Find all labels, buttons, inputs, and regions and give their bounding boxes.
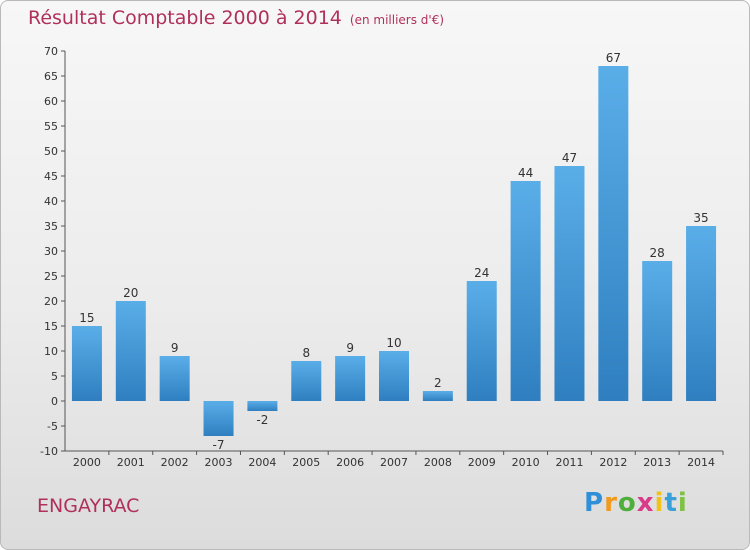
- x-tick-label-2000: 2000: [73, 456, 101, 469]
- bar-2010: [510, 181, 541, 401]
- y-tick-label: 30: [44, 245, 58, 258]
- data-label-2006: 9: [346, 341, 354, 355]
- x-tick-label-2013: 2013: [643, 456, 671, 469]
- chart-title: Résultat Comptable 2000 à 2014 (en millie…: [28, 7, 444, 29]
- data-label-2004: -2: [256, 413, 268, 427]
- x-tick-label-2011: 2011: [555, 456, 583, 469]
- logo-letter: t: [664, 488, 678, 518]
- proxiti-logo: Proxiti: [584, 488, 688, 518]
- y-tick-label: 65: [44, 70, 58, 83]
- logo-letter: i: [654, 488, 665, 518]
- y-tick-label: 40: [44, 195, 58, 208]
- logo-letter: P: [584, 488, 605, 518]
- title-text: Résultat Comptable 2000 à 2014: [28, 7, 342, 29]
- x-tick-label-2010: 2010: [512, 456, 540, 469]
- chart-bars: [71, 66, 717, 436]
- data-label-2011: 47: [562, 151, 577, 165]
- logo-letter: x: [636, 488, 655, 518]
- x-tick-label-2001: 2001: [117, 456, 145, 469]
- bar-2008: [422, 391, 453, 401]
- y-tick-label: 50: [44, 145, 58, 158]
- x-tick-label-2002: 2002: [161, 456, 189, 469]
- chart-data-labels: 15 20 9 -7 -2 8 9 10 2 24 44 47 67 28 35: [79, 51, 708, 452]
- x-tick-label-2007: 2007: [380, 456, 408, 469]
- data-label-2001: 20: [123, 286, 138, 300]
- y-tick-label: 55: [44, 120, 58, 133]
- subtitle-text: (en milliers d'€): [349, 13, 445, 27]
- bar-2007: [379, 351, 409, 401]
- bar-2004: [247, 401, 278, 411]
- bar-2000: [71, 326, 102, 401]
- y-tick-label: 10: [44, 345, 58, 358]
- data-label-2009: 24: [474, 266, 489, 280]
- bar-2003: [203, 401, 234, 436]
- bar-2002: [159, 356, 190, 401]
- y-tick-label: -5: [47, 420, 58, 433]
- data-label-2005: 8: [302, 346, 310, 360]
- y-tick-label: 20: [44, 295, 58, 308]
- x-tick-label-2009: 2009: [468, 456, 496, 469]
- y-tick-label: 5: [51, 370, 58, 383]
- y-tick-label: 25: [44, 270, 58, 283]
- y-tick-label: -10: [40, 445, 58, 458]
- y-tick-label: 45: [44, 170, 58, 183]
- logo-letter: i: [677, 488, 688, 518]
- y-tick-label: 0: [51, 395, 58, 408]
- x-tick-label-2008: 2008: [424, 456, 452, 469]
- data-label-2012: 67: [606, 51, 621, 65]
- x-tick-label-2014: 2014: [687, 456, 715, 469]
- data-label-2013: 28: [650, 246, 665, 260]
- data-label-2003: -7: [213, 438, 225, 452]
- logo-letter: r: [604, 488, 618, 518]
- x-tick-label-2006: 2006: [336, 456, 364, 469]
- logo-letter: o: [617, 488, 637, 518]
- x-tick-label-2004: 2004: [248, 456, 276, 469]
- data-label-2002: 9: [171, 341, 179, 355]
- data-label-2007: 10: [386, 336, 401, 350]
- data-label-2008: 2: [434, 376, 442, 390]
- data-label-2000: 15: [79, 311, 94, 325]
- x-tick-label-2003: 2003: [205, 456, 233, 469]
- data-label-2014: 35: [693, 211, 708, 225]
- bar-2009: [466, 281, 497, 401]
- y-tick-label: 60: [44, 95, 58, 108]
- chart-axes: -10 -5 0 5 10 15 20 25 30 35 40 45 50 55 60 65 70 2000 200…: [40, 45, 724, 469]
- commune-name: ENGAYRAC: [37, 495, 140, 517]
- x-tick-label-2005: 2005: [292, 456, 320, 469]
- y-tick-label: 35: [44, 220, 58, 233]
- bar-2014: [686, 226, 717, 401]
- x-tick-label-2012: 2012: [599, 456, 627, 469]
- bar-2001: [115, 301, 146, 401]
- bar-2006: [335, 356, 366, 401]
- bar-2013: [642, 261, 673, 401]
- bar-2005: [291, 361, 322, 401]
- y-tick-label: 70: [44, 45, 58, 58]
- bar-2011: [554, 166, 585, 401]
- bar-2012: [598, 66, 629, 401]
- data-label-2010: 44: [518, 166, 533, 180]
- y-tick-label: 15: [44, 320, 58, 333]
